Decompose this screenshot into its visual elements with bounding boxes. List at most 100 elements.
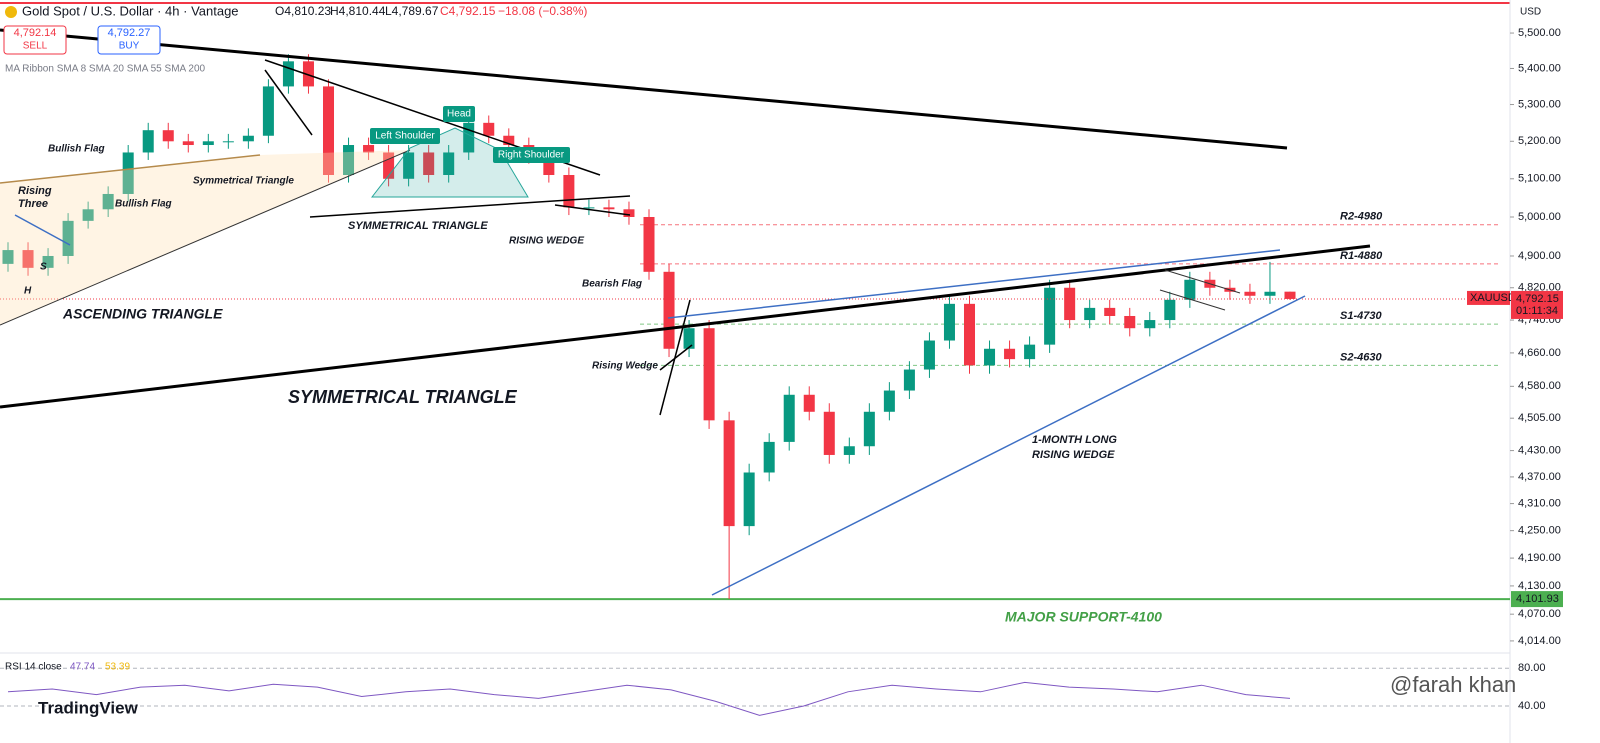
rsi-value: 47.74 [70,662,95,673]
y-tick-label: 4,430.00 [1518,445,1561,457]
annotation: Three [18,198,48,210]
annotation: 1-MONTH LONG [1032,434,1117,446]
candle-body [42,255,54,268]
candle-body [423,152,435,175]
candle-body [763,441,775,473]
symbol: Gold Spot / U.S. Dollar · 4h · Vantage [22,3,239,18]
candle-body [483,122,495,136]
candle-body [182,141,194,146]
trendline [14,214,71,246]
candle-body [803,394,815,412]
rsi-line [7,681,1291,716]
candle-body [443,152,455,175]
candle-body [903,369,915,391]
watermark: @farah khan [1390,672,1516,697]
candle-body [2,250,14,264]
annotation: Rising [18,185,52,197]
annotation: Bullish Flag [115,199,172,210]
candle-body [282,61,294,87]
buy-button[interactable] [97,25,161,55]
y-tick-label: 5,500.00 [1518,27,1561,39]
annotation: ASCENDING TRIANGLE [62,306,223,322]
symbol-tag-label: XAUUSD [1470,292,1516,304]
price-axis: 5,500.00 5,400.00 5,300.00 5,200.00 5,100.00… [1467,27,1563,712]
rsi-title: RSI 14 close [5,662,62,673]
brand: TradingView [38,698,139,717]
trendline [1159,289,1226,311]
level-label: R1-4880 [1340,250,1383,262]
annotation: Bearish Flag [582,279,642,290]
trendline [0,244,1371,409]
candle-body [242,135,254,142]
sell-button[interactable] [3,25,67,55]
y-tick-label: 4,014.00 [1518,635,1561,647]
candle-body [1064,287,1076,321]
price-tag [1511,290,1563,319]
candle-body [883,390,895,412]
candle-body [1144,320,1156,329]
candle-body [583,207,595,209]
candle-body [262,86,274,136]
y-tick-label: 4,505.00 [1518,412,1561,424]
candle-body [963,303,976,366]
candle-body [703,328,715,421]
candle-body [1264,291,1276,296]
level-label: S1-4730 [1340,310,1382,322]
price-tag-label: 4,792.15 [1516,293,1559,305]
candle-body [863,411,875,447]
head-shoulders [370,127,529,198]
header: Gold Spot / U.S. Dollar · 4h · Vantage O… [3,3,1541,717]
y-tick-label: 5,300.00 [1518,98,1561,110]
annotation: SYMMETRICAL TRIANGLE [348,220,488,232]
candle-body [102,193,114,210]
candle-body [1124,315,1136,329]
y-tick-label: 4,900.00 [1518,250,1561,262]
trendline [554,204,631,216]
rsi-tick-label: 40.00 [1518,700,1546,712]
support-tag-label: 4,101.93 [1516,593,1559,605]
level-label: R2-4980 [1340,211,1383,223]
candle-body [363,145,375,153]
candle-body [403,152,415,179]
candle-body [643,216,655,272]
trendline [667,249,1281,319]
candle-body [1244,291,1256,296]
trendline [309,195,631,218]
candle-body [563,174,575,208]
countdown: 01:11:34 [1516,305,1558,317]
candle-body [623,209,635,217]
trendline [0,28,1288,150]
annotation: Head [447,109,471,120]
annotation: Right Shoulder [498,150,565,161]
y-tick-label: 4,070.00 [1518,608,1561,620]
candle-body [1044,287,1056,345]
candle-body [302,61,314,87]
candle-body [202,141,214,146]
buy-price: 4,792.27 [108,27,151,39]
candle-body [1184,279,1196,300]
ohlc-high: H4,810.44 [330,4,386,18]
annotation: Bullish Flag [48,144,105,155]
candle-body [683,328,695,349]
y-tick-label: 4,820.00 [1518,282,1561,294]
candle-body [463,122,475,153]
candle-body [603,207,615,210]
rsi-ma: 53.39 [105,662,130,673]
candle-body [663,271,675,349]
ohlc-change: −18.08 (−0.38%) [498,4,587,18]
label-box [443,106,475,122]
candle-body [843,446,855,455]
y-tick-label: 4,190.00 [1518,552,1561,564]
annotation: RISING WEDGE [1032,449,1115,461]
indicator: MA Ribbon SMA 8 SMA 20 SMA 55 SMA 200 [5,64,206,75]
annotation: H [24,286,32,297]
trendline [711,295,1306,596]
candle-body [162,130,174,142]
trendline [264,69,313,136]
candle-body [984,348,996,366]
ohlc-close: C4,792.15 [440,4,496,18]
candle-body [1164,299,1176,321]
